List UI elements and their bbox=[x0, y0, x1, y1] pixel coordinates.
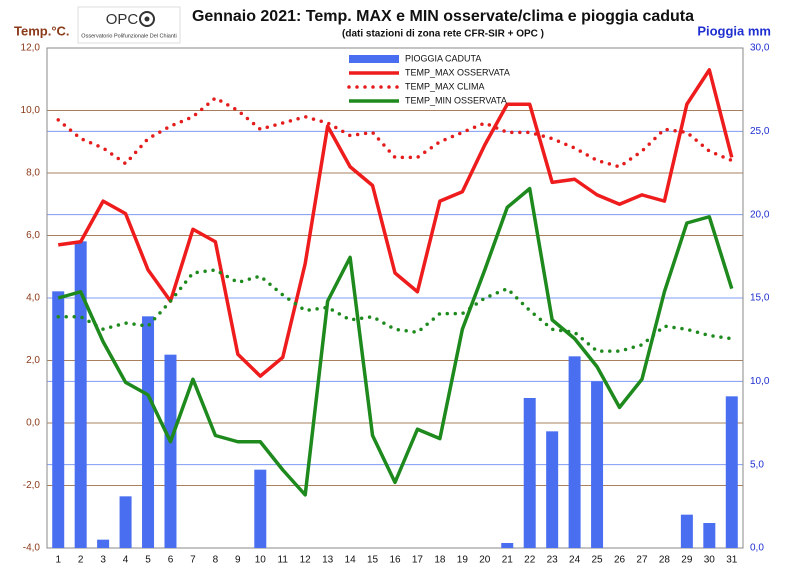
x-tick-label: 17 bbox=[412, 555, 424, 566]
x-tick-label: 7 bbox=[190, 555, 196, 566]
plot-frame bbox=[46, 47, 744, 549]
x-tick-label: 4 bbox=[123, 555, 129, 566]
x-tick-label: 15 bbox=[367, 555, 379, 566]
logo-text: OPC bbox=[106, 11, 139, 28]
y2-tick-label: 30,0 bbox=[750, 43, 770, 54]
line bbox=[57, 186, 734, 497]
bar bbox=[164, 354, 177, 548]
legend-label: TEMP_MAX CLIMA bbox=[405, 81, 485, 91]
bar bbox=[523, 398, 536, 548]
y2-tick-label: 0,0 bbox=[750, 543, 764, 554]
x-tick-label: 5 bbox=[145, 555, 151, 566]
logo-box bbox=[77, 6, 181, 44]
y-axis-label: Temp.°C. bbox=[14, 23, 70, 38]
bar bbox=[680, 514, 693, 548]
y-tick-label: 10,0 bbox=[21, 105, 41, 116]
legend-label: TEMP_MAX OSSERVATA bbox=[405, 67, 510, 77]
bar bbox=[703, 523, 716, 548]
y2-tick-label: 10,0 bbox=[750, 376, 770, 387]
x-tick-label: 14 bbox=[345, 555, 357, 566]
x-tick-label: 2 bbox=[78, 555, 84, 566]
x-tick-label: 9 bbox=[235, 555, 241, 566]
x-tick-label: 13 bbox=[322, 555, 334, 566]
bar bbox=[52, 291, 65, 548]
x-tick-label: 18 bbox=[434, 555, 446, 566]
bar bbox=[142, 316, 155, 548]
chart-subtitle: (dati stazioni di zona rete CFR-SIR + OP… bbox=[342, 29, 544, 40]
x-tick-label: 28 bbox=[659, 555, 671, 566]
x-tick-label: 21 bbox=[502, 555, 514, 566]
x-tick-label: 22 bbox=[524, 555, 536, 566]
x-tick-label: 31 bbox=[726, 555, 738, 566]
x-tick-label: 16 bbox=[389, 555, 401, 566]
x-tick-label: 10 bbox=[255, 555, 267, 566]
x-tick-label: 6 bbox=[168, 555, 174, 566]
y2-tick-label: 15,0 bbox=[750, 293, 770, 304]
y2-tick-label: 5,0 bbox=[750, 459, 764, 470]
chart-title: Gennaio 2021: Temp. MAX e MIN osservate/… bbox=[192, 8, 694, 25]
legend-swatch bbox=[349, 55, 399, 63]
y2-axis-label: Pioggia mm bbox=[697, 23, 771, 38]
x-tick-label: 1 bbox=[55, 555, 61, 566]
line bbox=[56, 268, 734, 353]
x-tick-label: 8 bbox=[213, 555, 219, 566]
y-tick-label: -2,0 bbox=[23, 480, 41, 491]
bar bbox=[501, 543, 514, 548]
y2-tick-label: 25,0 bbox=[750, 126, 770, 137]
line bbox=[56, 96, 734, 169]
x-tick-label: 29 bbox=[681, 555, 693, 566]
x-tick-label: 23 bbox=[547, 555, 559, 566]
y-tick-label: 8,0 bbox=[26, 168, 40, 179]
bar bbox=[568, 356, 581, 548]
bar bbox=[254, 469, 267, 548]
bar bbox=[119, 496, 132, 548]
x-tick-label: 25 bbox=[592, 555, 604, 566]
x-tick-label: 11 bbox=[278, 555, 289, 566]
legend-label: TEMP_MIN OSSERVATA bbox=[405, 95, 507, 105]
logo-caption: Osservatorio Polifunzionale Del Chianti bbox=[81, 33, 176, 39]
logo-icon bbox=[144, 16, 150, 22]
logo-icon bbox=[139, 11, 155, 27]
y-tick-label: 4,0 bbox=[26, 293, 40, 304]
bar bbox=[725, 396, 738, 548]
y-tick-label: 12,0 bbox=[21, 43, 41, 54]
bar bbox=[97, 539, 110, 548]
x-tick-label: 19 bbox=[457, 555, 469, 566]
x-tick-label: 12 bbox=[300, 555, 312, 566]
x-tick-label: 26 bbox=[614, 555, 626, 566]
y-tick-label: 6,0 bbox=[26, 230, 40, 241]
y2-tick-label: 20,0 bbox=[750, 209, 770, 220]
x-tick-label: 3 bbox=[100, 555, 106, 566]
bar bbox=[546, 431, 559, 548]
legend-label: PIOGGIA CADUTA bbox=[405, 53, 481, 63]
y-tick-label: 0,0 bbox=[26, 418, 40, 429]
x-tick-label: 24 bbox=[569, 555, 581, 566]
x-tick-label: 27 bbox=[636, 555, 648, 566]
x-tick-label: 30 bbox=[704, 555, 716, 566]
x-tick-label: 20 bbox=[479, 555, 491, 566]
y-tick-label: -4,0 bbox=[23, 543, 41, 554]
bar bbox=[74, 241, 87, 549]
y-tick-label: 2,0 bbox=[26, 355, 40, 366]
bar bbox=[591, 381, 604, 548]
